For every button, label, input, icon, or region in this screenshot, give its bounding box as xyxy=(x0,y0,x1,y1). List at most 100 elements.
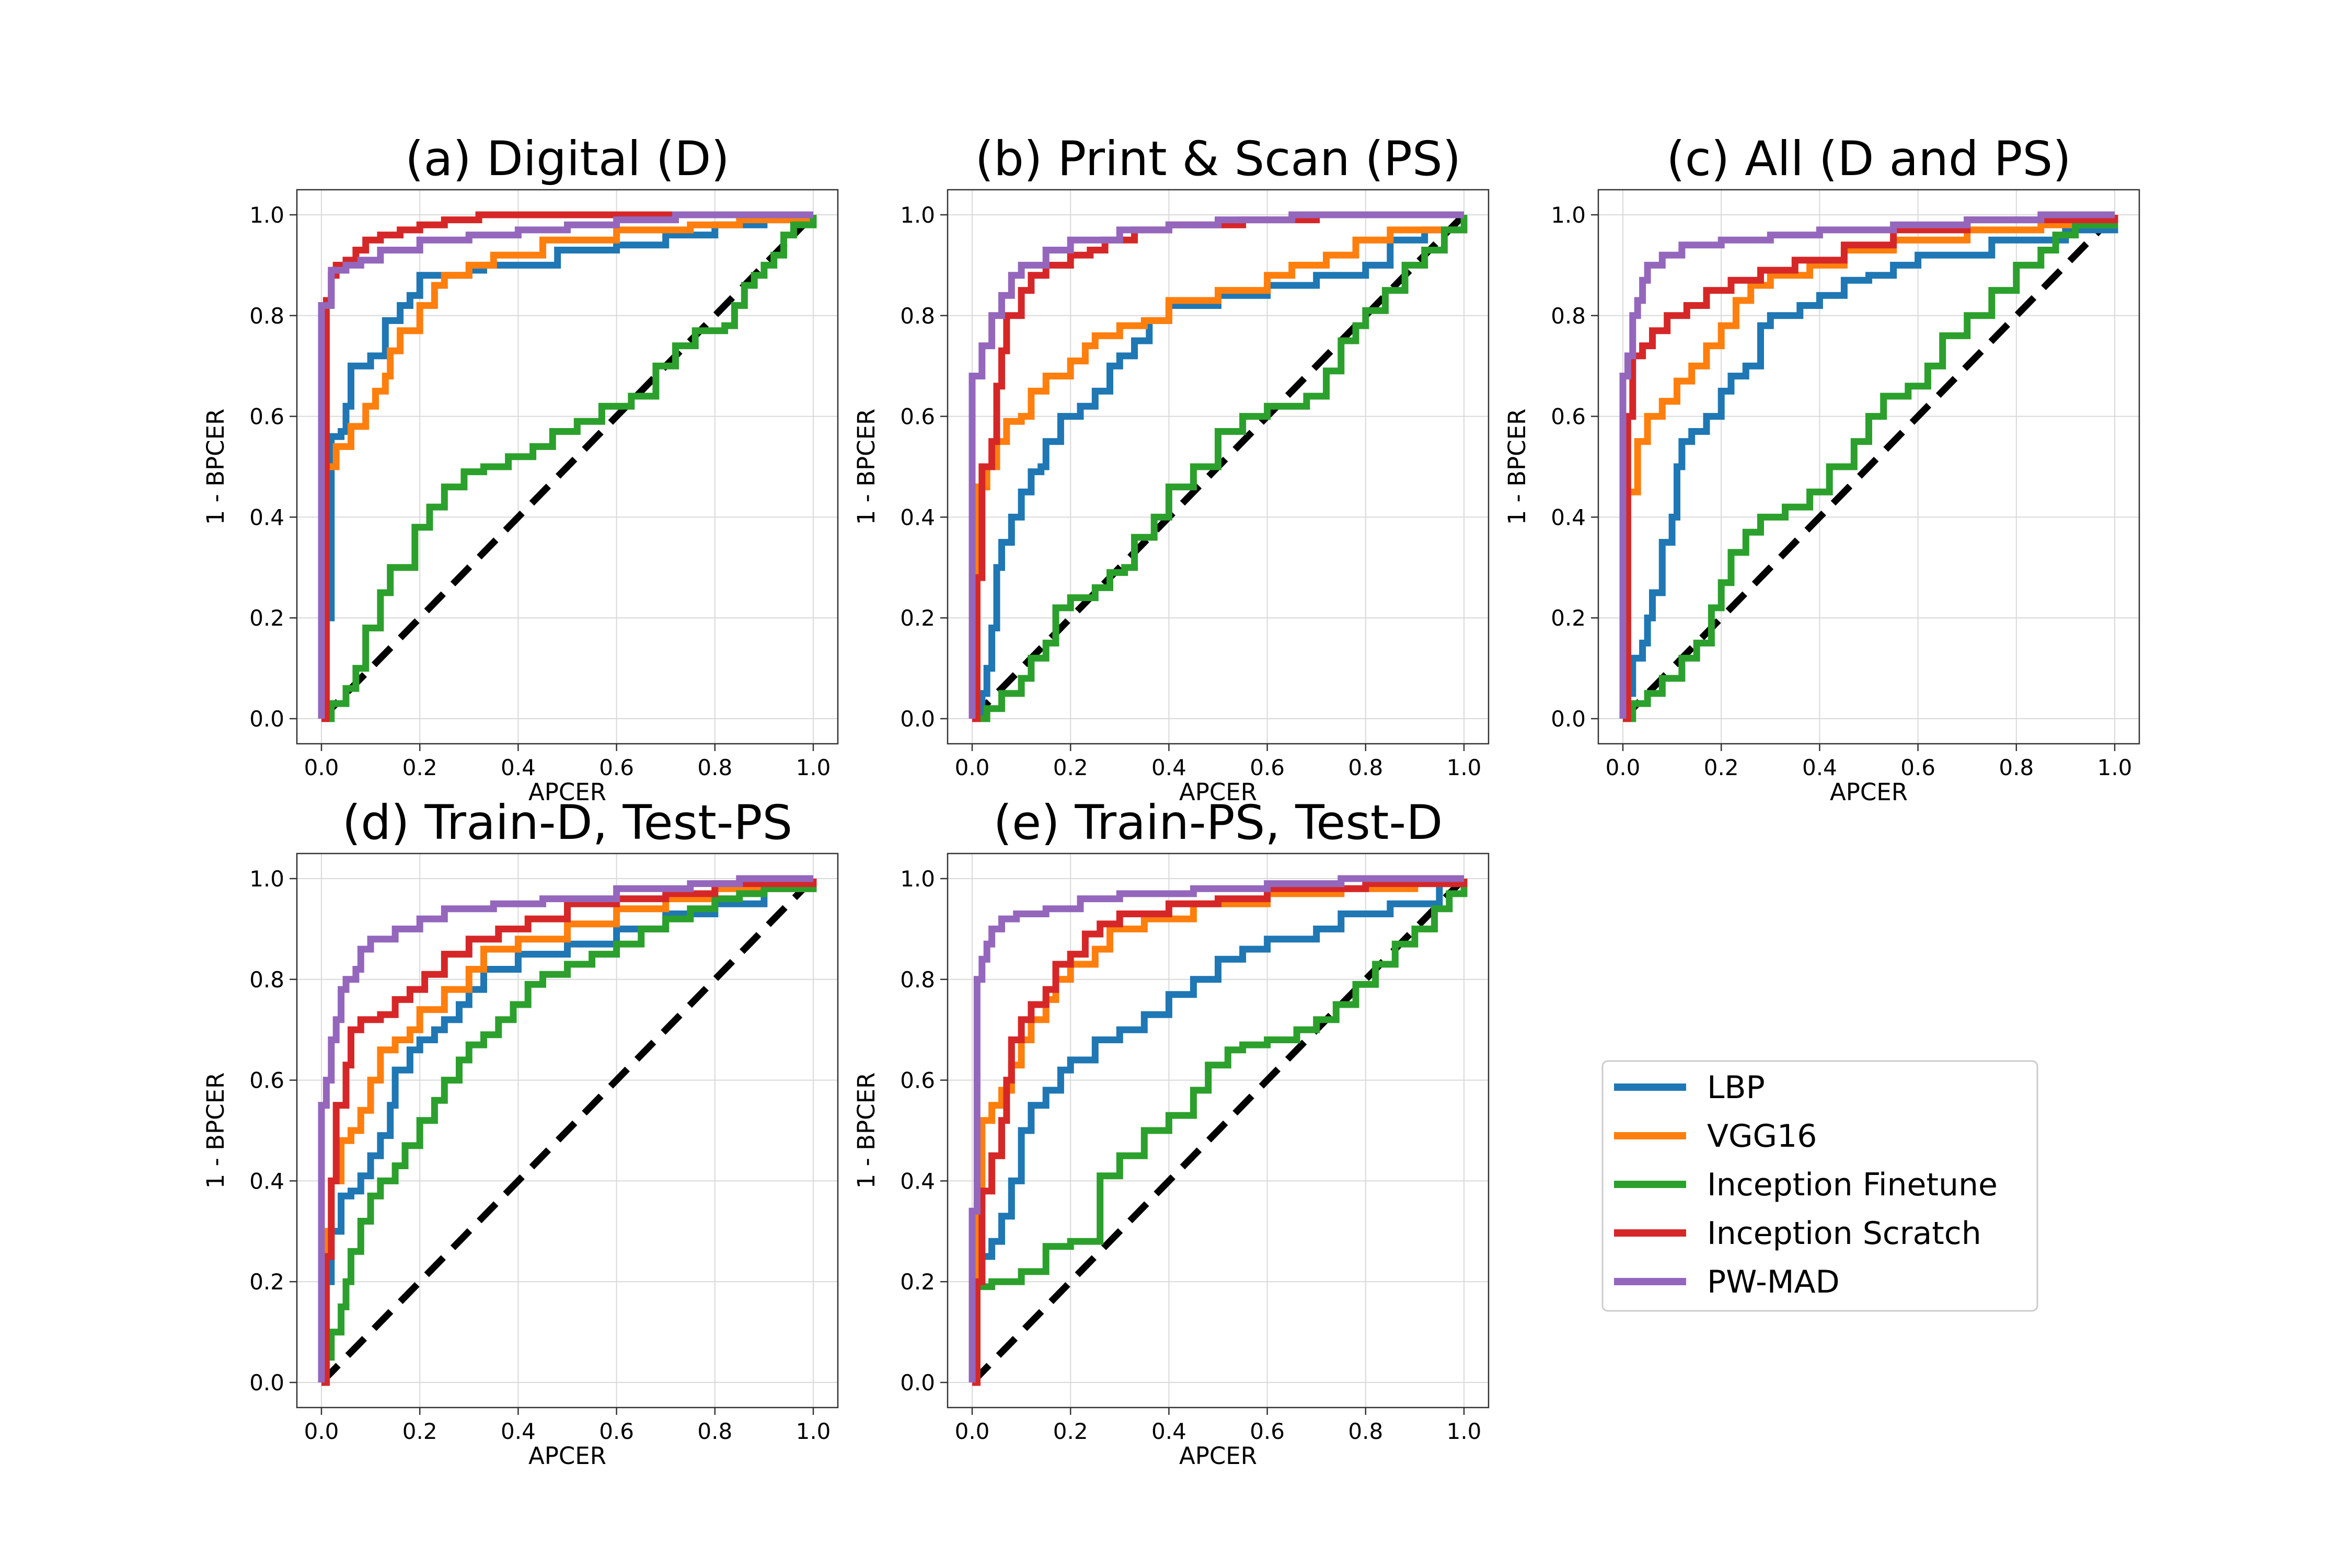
chance-diagonal-line xyxy=(319,212,816,721)
x-axis-label: APCER xyxy=(1830,778,1908,806)
y-tick-label: 1.0 xyxy=(249,202,284,228)
y-tick-label: 0.4 xyxy=(1551,504,1586,530)
x-tick-label: 0.4 xyxy=(1802,755,1837,780)
y-tick-label: 0.8 xyxy=(249,303,284,329)
y-tick-label: 0.6 xyxy=(1551,404,1586,430)
y-axis-label: 1 - BPCER xyxy=(1503,409,1531,525)
series-line-vgg16 xyxy=(321,215,817,722)
x-tick-label: 0.0 xyxy=(1606,755,1641,780)
x-tick-label: 0.6 xyxy=(599,755,634,780)
x-tick-label: 0.2 xyxy=(402,755,437,780)
x-tick-label: 0.2 xyxy=(1053,755,1088,780)
roc-panel-1: 0.0 0.2 0.4 0.6 0.8 1.0 0.0 0.2 0.4 0.6 0.8 1.0 APCE… xyxy=(202,132,839,806)
panel-title: (d) Train-D, Test-PS xyxy=(342,795,792,850)
plot-frame xyxy=(296,189,839,745)
x-tick-label: 0.0 xyxy=(304,755,339,780)
series-line-pw-mad xyxy=(318,875,813,1382)
y-tick-label: 0.8 xyxy=(900,967,935,993)
x-axis-label: APCER xyxy=(1179,778,1257,806)
x-tick-label: 0.2 xyxy=(402,1419,437,1444)
chance-diagonal-line xyxy=(970,876,1467,1385)
series-line-lbp xyxy=(318,215,817,719)
y-axis-label: 1 - BPCER xyxy=(852,409,880,525)
roc-panel-4: 0.0 0.2 0.4 0.6 0.8 1.0 0.0 0.2 0.4 0.6 0.8 1.0 APCE… xyxy=(202,795,839,1470)
x-tick-label: 0.8 xyxy=(697,755,732,780)
y-tick-label: 0.4 xyxy=(900,1168,935,1194)
y-axis-label: 1 - BPCER xyxy=(202,1073,229,1189)
y-tick-label: 0.2 xyxy=(900,605,935,631)
legend-label: LBP xyxy=(1707,1069,1765,1106)
x-tick-label: 1.0 xyxy=(796,755,831,780)
legend-item: LBP xyxy=(1614,1069,1765,1106)
series-line-lbp xyxy=(321,879,817,1386)
y-tick-label: 1.0 xyxy=(900,866,935,892)
plot-frame xyxy=(947,189,1490,745)
y-tick-label: 0.0 xyxy=(1551,706,1586,732)
series-line-lbp xyxy=(972,879,1468,1386)
x-axis-label: APCER xyxy=(528,1442,606,1470)
y-tick-label: 0.4 xyxy=(249,1168,284,1194)
panel-title: (e) Train-PS, Test-D xyxy=(994,795,1443,850)
series-line-inception-finetune xyxy=(1623,215,2118,722)
series-line-inception-finetune xyxy=(321,879,817,1386)
x-tick-label: 1.0 xyxy=(1447,755,1482,780)
series-line-pw-mad xyxy=(969,875,1464,1382)
series-line-inception-finetune xyxy=(972,879,1468,1386)
x-tick-label: 0.8 xyxy=(1999,755,2034,780)
chance-diagonal-line xyxy=(1620,212,2117,721)
x-axis-label: APCER xyxy=(1179,1442,1257,1470)
x-tick-label: 0.2 xyxy=(1704,755,1739,780)
series-line-inception-finetune xyxy=(321,215,817,722)
roc-panel-2: 0.0 0.2 0.4 0.6 0.8 1.0 0.0 0.2 0.4 0.6 0.8 1.0 APCE… xyxy=(852,132,1490,806)
x-tick-label: 0.6 xyxy=(1250,755,1285,780)
x-tick-label: 0.6 xyxy=(1250,1419,1285,1444)
y-tick-label: 0.8 xyxy=(900,303,935,329)
legend-item: VGG16 xyxy=(1614,1118,1817,1155)
legend: LBP VGG16 Inception Finetune Inception Scra… xyxy=(1601,1060,2038,1312)
y-tick-label: 1.0 xyxy=(1551,202,1586,228)
y-tick-label: 0.2 xyxy=(249,605,284,631)
x-tick-label: 0.0 xyxy=(304,1419,339,1444)
y-tick-label: 0.4 xyxy=(900,504,935,530)
y-tick-label: 0.2 xyxy=(249,1269,284,1295)
panel-title: (a) Digital (D) xyxy=(405,132,730,187)
plot-frame xyxy=(296,852,839,1409)
y-tick-label: 0.6 xyxy=(900,1068,935,1093)
legend-item: PW-MAD xyxy=(1614,1264,1840,1300)
x-tick-label: 0.8 xyxy=(697,1419,732,1444)
y-tick-label: 0.0 xyxy=(249,1370,284,1396)
y-tick-label: 0.0 xyxy=(249,706,284,732)
y-tick-label: 0.6 xyxy=(900,404,935,430)
y-tick-label: 0.0 xyxy=(900,1370,935,1396)
x-tick-label: 0.4 xyxy=(1151,755,1186,780)
y-tick-label: 0.8 xyxy=(249,967,284,993)
series-line-lbp xyxy=(972,215,1468,722)
plot-frame xyxy=(947,852,1490,1409)
legend-item: Inception Finetune xyxy=(1614,1167,1998,1203)
series-line-inception-scratch xyxy=(1623,215,2118,722)
y-tick-label: 0.2 xyxy=(1551,605,1586,631)
series-line-lbp xyxy=(1623,215,2118,722)
roc-panel-3: 0.0 0.2 0.4 0.6 0.8 1.0 0.0 0.2 0.4 0.6 0.8 1.0 APCE… xyxy=(1503,132,2140,806)
series-line-pw-mad xyxy=(969,211,1464,719)
legend-box xyxy=(1601,1060,2038,1312)
x-tick-label: 0.8 xyxy=(1348,1419,1383,1444)
series-line-pw-mad xyxy=(318,211,813,719)
y-tick-label: 0.6 xyxy=(249,1068,284,1093)
x-axis-label: APCER xyxy=(528,778,606,806)
x-tick-label: 0.8 xyxy=(1348,755,1383,780)
series-line-vgg16 xyxy=(321,879,817,1386)
x-tick-label: 0.6 xyxy=(599,1419,634,1444)
x-tick-label: 0.4 xyxy=(501,755,536,780)
x-tick-label: 0.4 xyxy=(1151,1419,1186,1444)
x-tick-label: 0.2 xyxy=(1053,1419,1088,1444)
plot-frame xyxy=(1597,189,2140,745)
x-tick-label: 1.0 xyxy=(796,1419,831,1444)
x-tick-label: 0.4 xyxy=(501,1419,536,1444)
x-tick-label: 0.6 xyxy=(1900,755,1935,780)
panel-title: (c) All (D and PS) xyxy=(1666,132,2071,187)
legend-label: Inception Finetune xyxy=(1707,1167,1998,1203)
series-line-inception-finetune xyxy=(972,215,1468,722)
series-line-pw-mad xyxy=(1619,211,2115,719)
series-line-vgg16 xyxy=(972,215,1468,722)
